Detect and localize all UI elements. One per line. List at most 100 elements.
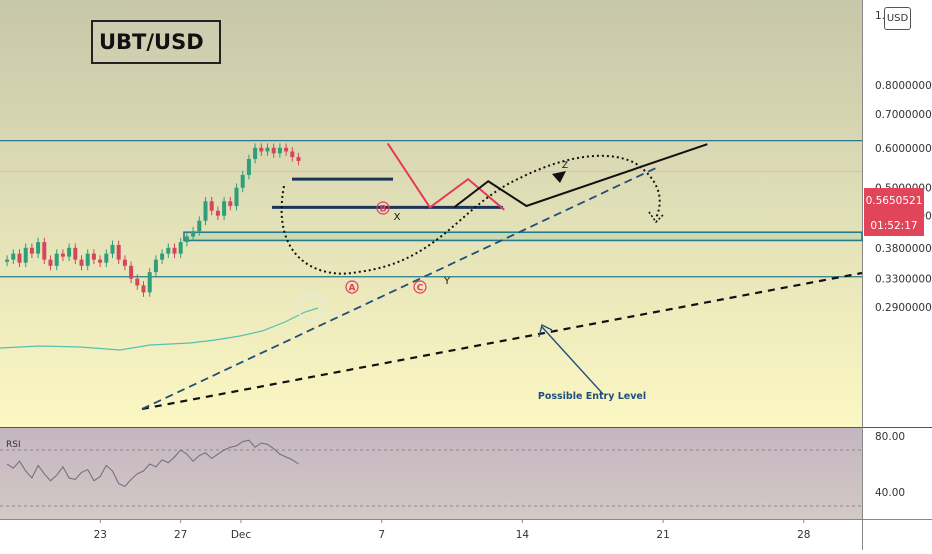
candle-body-47 <box>290 151 295 158</box>
candle-body-24 <box>147 272 152 293</box>
x-tick-label-6: 21 <box>656 529 669 541</box>
wave-label-circle-c <box>413 280 427 294</box>
upper-trendline <box>141 167 657 410</box>
candle-body-30 <box>184 236 189 243</box>
x-tick-label-3: Dec <box>231 529 252 541</box>
candle-body-34 <box>209 201 214 211</box>
candle-body-26 <box>160 253 165 260</box>
projection-wave-path <box>453 143 708 209</box>
x-tick-label-1: 23 <box>94 529 107 541</box>
entry-arrow-line <box>541 326 604 395</box>
candle-body-31 <box>191 231 196 237</box>
candle-body-37 <box>228 201 233 206</box>
candle-body-16 <box>98 259 103 263</box>
y-tick-label-3: 0.6000000 <box>875 143 932 155</box>
candle-body-36 <box>222 201 227 216</box>
candle-body-4 <box>23 247 28 263</box>
currency-label: USD <box>886 13 909 24</box>
rsi-tick-label-1: 80.00 <box>875 431 905 443</box>
y-tick-label-7: 0.3300000 <box>875 274 932 286</box>
entry-label: Possible Entry Level <box>538 391 646 402</box>
candle-body-22 <box>135 278 140 286</box>
candle-body-32 <box>197 220 202 232</box>
corrective-wave-path <box>386 142 505 211</box>
candle-body-48 <box>296 157 301 161</box>
candle-body-13 <box>79 259 84 266</box>
price-axis-background <box>863 0 932 519</box>
candle-body-10 <box>60 253 65 257</box>
candle-body-45 <box>277 147 282 154</box>
candle-body-1 <box>5 259 10 262</box>
candle-body-17 <box>104 253 109 263</box>
candle-body-7 <box>42 242 47 260</box>
candle-body-25 <box>153 259 158 273</box>
candle-body-19 <box>116 244 121 260</box>
wave-label-circle-a <box>345 280 359 294</box>
y-tick-label-top: 1. <box>875 10 885 22</box>
candle-body-33 <box>203 201 208 221</box>
candle-body-14 <box>85 253 90 266</box>
x-tick-label-5: 14 <box>516 529 530 541</box>
wave-label-y: Y <box>443 276 451 287</box>
wave-label-c: C <box>417 284 424 294</box>
candle-body-9 <box>54 253 59 266</box>
rsi-pane-background <box>0 428 862 519</box>
x-tick-label-2: 27 <box>174 529 187 541</box>
candle-body-40 <box>246 159 251 175</box>
candle-body-39 <box>240 174 245 188</box>
candle-body-44 <box>271 147 276 154</box>
moving-average-line <box>0 307 319 351</box>
candle-body-20 <box>122 259 127 266</box>
candle-body-11 <box>67 247 72 257</box>
projection-arrowhead <box>552 171 566 183</box>
candle-body-6 <box>36 242 41 254</box>
rsi-line <box>6 439 299 488</box>
price-tag-value: 0.5650521 <box>866 195 923 207</box>
candle-body-15 <box>91 253 96 260</box>
candle-body-41 <box>253 147 258 160</box>
wave-label-circle-b <box>376 201 390 215</box>
wave-label-a: A <box>349 284 356 294</box>
candle-body-46 <box>284 147 289 152</box>
y-tick-label-2: 0.7000000 <box>875 109 932 121</box>
axes: 0.80000000.70000000.60000000.50000000.44… <box>94 10 932 541</box>
y-tick-label-8: 0.2900000 <box>875 302 932 314</box>
y-tick-label-1: 0.8000000 <box>875 80 932 92</box>
main-pane: A B C X Y Z Possible Entry Level <box>0 139 863 411</box>
main-pane-background <box>0 0 862 427</box>
x-tick-label-7: 28 <box>797 529 810 541</box>
candle-body-18 <box>110 244 115 254</box>
candle-body-5 <box>29 247 34 254</box>
price-tag <box>864 188 924 236</box>
entry-arrow-head <box>538 323 553 338</box>
pair-title-box: UBT/USD <box>91 20 221 64</box>
dotted-arc-arrowhead <box>648 211 665 224</box>
wave-label-x: X <box>394 212 401 223</box>
price-tag-countdown: 01:52:17 <box>870 220 917 232</box>
candle-body-27 <box>166 247 171 254</box>
highlight-circle <box>297 292 325 322</box>
candle-body-28 <box>172 247 177 254</box>
candle-body-8 <box>48 259 53 266</box>
candle-body-23 <box>141 285 146 293</box>
x-tick-label-4: 7 <box>378 529 385 541</box>
rsi-tick-label-2: 40.00 <box>875 487 905 499</box>
candle-body-38 <box>234 187 239 206</box>
rsi-label: RSI <box>6 440 21 450</box>
candle-body-21 <box>129 265 134 279</box>
wave-label-z: Z <box>562 161 568 171</box>
rsi-pane: RSI <box>0 439 862 507</box>
candle-body-29 <box>178 242 183 254</box>
y-tick-label-6: 0.3800000 <box>875 243 932 255</box>
candle-body-43 <box>265 147 270 152</box>
candle-body-3 <box>17 253 22 263</box>
pair-title: UBT/USD <box>99 30 204 54</box>
time-axis-background <box>0 519 932 550</box>
lower-trendline <box>141 271 863 411</box>
candle-body-42 <box>259 147 264 152</box>
candle-body-2 <box>11 253 16 260</box>
currency-button[interactable]: USD <box>884 7 911 30</box>
wave-label-b: B <box>380 205 387 215</box>
